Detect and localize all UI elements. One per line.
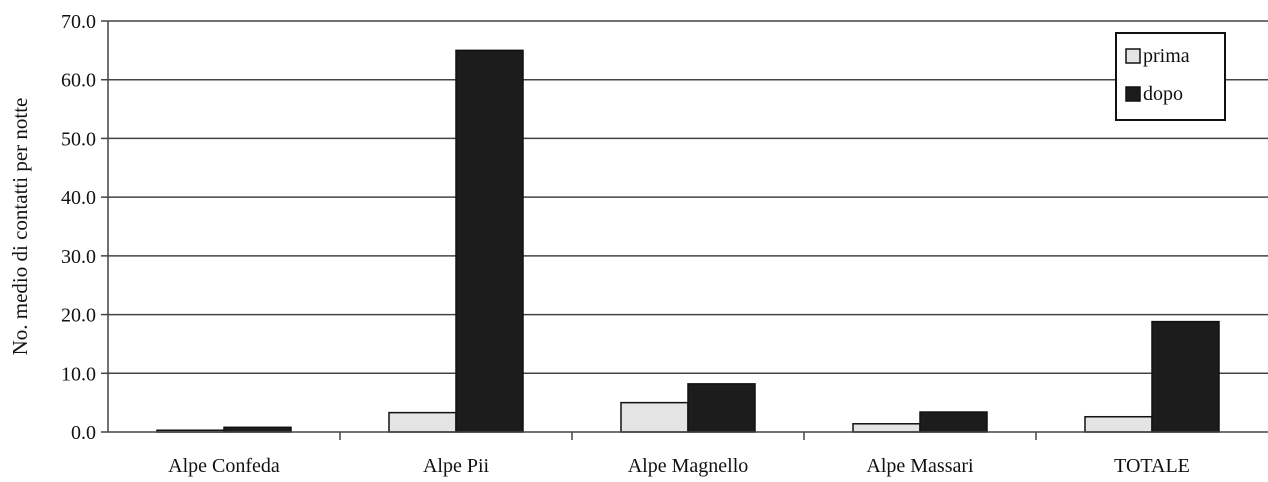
gridlines xyxy=(108,20,1268,375)
legend-box xyxy=(1115,32,1226,121)
y-tick-label: 60.0 xyxy=(61,70,96,92)
y-tick-label: 70.0 xyxy=(61,11,96,33)
y-tick-label: 20.0 xyxy=(61,305,96,327)
y-tick-label: 0.0 xyxy=(71,422,96,444)
legend: prima dopo xyxy=(1115,32,1226,121)
bar-prima-3 xyxy=(852,423,921,433)
bars xyxy=(156,49,1220,433)
labels: 0.0 10.0 20.0 30.0 40.0 50.0 60.0 70.0 Alpe Conf… xyxy=(8,11,1190,477)
y-tick-label: 40.0 xyxy=(61,187,96,209)
bar-dopo-3 xyxy=(919,411,988,433)
legend-label-dopo: dopo xyxy=(1143,83,1183,105)
y-tick-label: 10.0 xyxy=(61,363,96,385)
x-category-label: Alpe Pii xyxy=(423,455,490,477)
y-tick-label: 50.0 xyxy=(61,128,96,150)
bar-prima-1 xyxy=(388,411,457,433)
legend-swatch-prima xyxy=(1125,48,1141,64)
bar-prima-2 xyxy=(620,401,689,433)
y-axis-title: No. medio di contatti per notte xyxy=(8,98,32,356)
axes xyxy=(101,20,1268,440)
x-category-label: Alpe Magnello xyxy=(628,455,749,477)
legend-swatch-dopo xyxy=(1125,86,1141,102)
bar-dopo-1 xyxy=(455,49,524,433)
bar-dopo-4 xyxy=(1151,320,1220,433)
x-category-label: Alpe Confeda xyxy=(168,455,280,477)
x-category-label: Alpe Massari xyxy=(866,455,974,477)
bar-dopo-2 xyxy=(687,383,756,433)
bar-prima-4 xyxy=(1084,415,1153,433)
x-category-label: TOTALE xyxy=(1114,455,1190,477)
legend-label-prima: prima xyxy=(1143,45,1190,67)
y-tick-label: 30.0 xyxy=(61,246,96,268)
